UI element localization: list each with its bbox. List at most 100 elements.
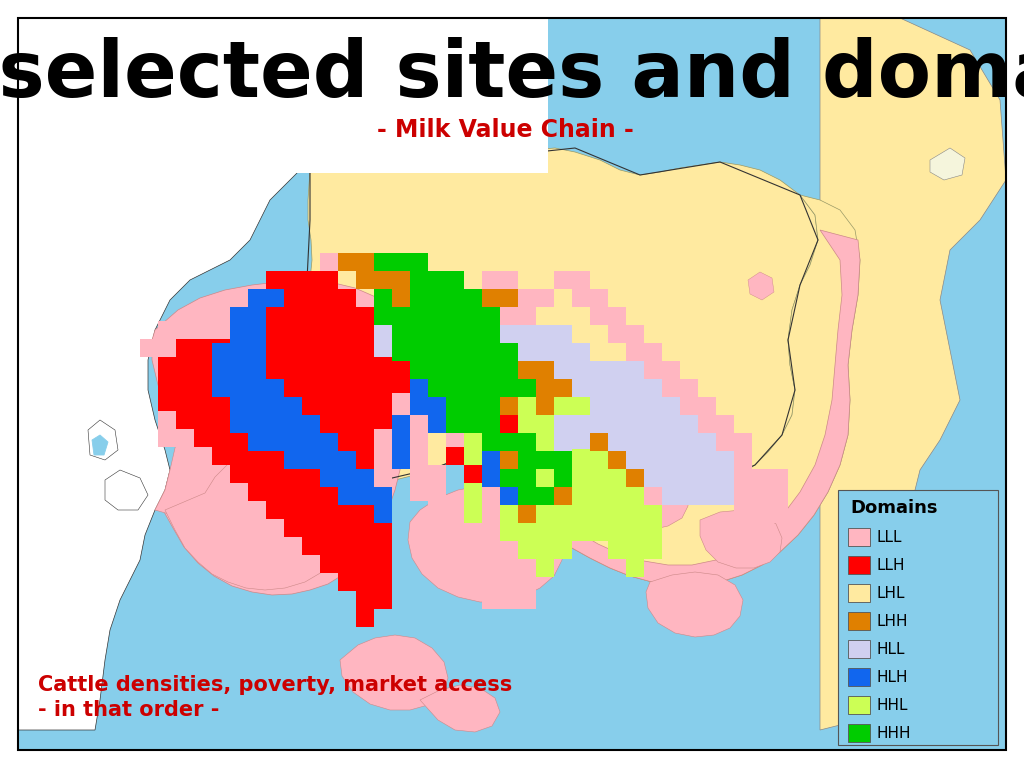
Bar [554, 361, 572, 379]
Bar [518, 451, 536, 469]
Bar [410, 253, 428, 271]
Bar [500, 411, 518, 429]
Bar [590, 523, 608, 541]
Text: - Milk Value Chain -: - Milk Value Chain - [377, 118, 634, 142]
Bar [356, 393, 374, 411]
Bar [428, 483, 446, 501]
Bar [464, 397, 482, 415]
Bar [230, 411, 248, 429]
Bar [626, 505, 644, 523]
Bar [158, 393, 176, 411]
Bar [302, 393, 319, 411]
Bar [464, 307, 482, 325]
Bar [572, 469, 590, 487]
Bar [536, 343, 554, 361]
Bar [644, 343, 662, 361]
Bar [319, 325, 338, 343]
Bar [572, 397, 590, 415]
Bar [392, 289, 410, 307]
Bar [518, 343, 536, 361]
Bar [554, 541, 572, 559]
Bar [464, 465, 482, 483]
Bar [410, 433, 428, 451]
Bar [680, 397, 698, 415]
Bar [248, 415, 266, 433]
Bar [590, 433, 608, 451]
Bar [482, 289, 500, 307]
Bar [464, 433, 482, 451]
Bar [608, 379, 626, 397]
Bar [374, 411, 392, 429]
Bar [536, 415, 554, 433]
Bar [319, 447, 338, 465]
Bar [266, 307, 284, 325]
Bar [266, 465, 284, 483]
Bar [319, 451, 338, 469]
Bar [356, 555, 374, 573]
Bar [374, 465, 392, 483]
Polygon shape [820, 18, 1006, 750]
Bar [482, 591, 500, 609]
Bar [590, 451, 608, 469]
Bar [338, 289, 356, 307]
Bar [446, 501, 464, 519]
Bar [338, 501, 356, 519]
Bar [212, 357, 230, 375]
Bar [698, 451, 716, 469]
Bar [500, 415, 518, 433]
Bar [500, 451, 518, 469]
Bar [626, 325, 644, 343]
Bar [464, 469, 482, 487]
Bar [319, 501, 338, 519]
Bar [464, 325, 482, 343]
Bar [590, 505, 608, 523]
Polygon shape [930, 148, 965, 180]
Bar [392, 289, 410, 307]
Bar [410, 483, 428, 501]
Bar [194, 375, 212, 393]
Bar [644, 541, 662, 559]
Bar [482, 361, 500, 379]
Bar [518, 307, 536, 325]
Bar [266, 411, 284, 429]
Bar [428, 343, 446, 361]
Polygon shape [408, 486, 565, 602]
Bar [266, 433, 284, 451]
Bar [338, 357, 356, 375]
Bar [266, 483, 284, 501]
Bar [284, 357, 302, 375]
Bar [284, 375, 302, 393]
Bar [302, 537, 319, 555]
Bar [446, 325, 464, 343]
Bar [626, 379, 644, 397]
Bar [644, 361, 662, 379]
Bar [464, 361, 482, 379]
Bar [626, 361, 644, 379]
Bar [500, 397, 518, 415]
Bar [356, 591, 374, 609]
Bar [572, 431, 590, 449]
Bar [410, 289, 428, 307]
Bar [230, 375, 248, 393]
Bar [356, 573, 374, 591]
Bar [518, 487, 536, 505]
Polygon shape [165, 450, 350, 590]
Bar [374, 519, 392, 537]
Bar [319, 411, 338, 429]
Bar [266, 325, 284, 343]
Bar [644, 469, 662, 487]
Bar [446, 555, 464, 573]
Bar [626, 397, 644, 415]
Bar [374, 357, 392, 375]
Bar [662, 397, 680, 415]
Bar [464, 555, 482, 573]
Bar [838, 490, 998, 745]
Bar [212, 411, 230, 429]
Bar [158, 339, 176, 357]
Bar [734, 451, 752, 469]
Bar [374, 325, 392, 343]
Bar [518, 591, 536, 609]
Bar [284, 325, 302, 343]
Bar [356, 429, 374, 447]
Bar [158, 411, 176, 429]
